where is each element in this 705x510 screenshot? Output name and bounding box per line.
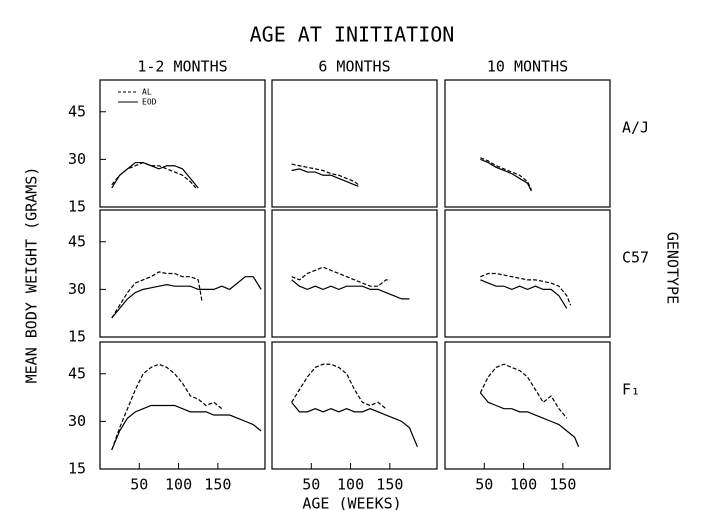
series-line (111, 363, 223, 451)
column-title: 10 MONTHS (487, 58, 568, 76)
series-line (479, 392, 580, 448)
series-line (480, 279, 568, 309)
right-axis-label: GENOTYPE (664, 232, 682, 304)
series-line (111, 276, 262, 319)
column-title: 1-2 MONTHS (137, 58, 227, 76)
series-line (291, 363, 387, 410)
panel-frame (444, 79, 611, 208)
series-line (111, 161, 199, 189)
x-tick-label: 100 (337, 476, 364, 494)
chart-title: AGE AT INITIATION (250, 23, 455, 47)
series-line (480, 272, 572, 306)
x-tick-label: 100 (165, 476, 192, 494)
series-line (291, 163, 359, 186)
panel-frame (444, 209, 611, 338)
series-line (111, 404, 262, 451)
x-tick-label: 150 (204, 476, 231, 494)
y-tick-label: 15 (68, 460, 86, 478)
series-line (291, 168, 359, 187)
panel-frame (99, 79, 266, 208)
x-tick-label: 50 (302, 476, 320, 494)
y-tick-label: 15 (68, 328, 86, 346)
y-tick-label: 45 (68, 364, 86, 382)
x-tick-label: 100 (510, 476, 537, 494)
x-tick-label: 50 (130, 476, 148, 494)
series-line (480, 157, 532, 190)
x-tick-label: 50 (475, 476, 493, 494)
y-tick-label: 30 (68, 412, 86, 430)
legend-label: AL (142, 88, 152, 97)
panel-frame (99, 341, 266, 470)
x-tick-label: 150 (549, 476, 576, 494)
panel-frame (271, 209, 438, 338)
x-tick-label: 150 (376, 476, 403, 494)
series-line (291, 279, 410, 300)
series-line (111, 271, 203, 319)
y-tick-label: 45 (68, 102, 86, 120)
legend-label: EOD (142, 98, 157, 107)
panel-frame (444, 341, 611, 470)
series-line (291, 266, 390, 287)
row-label: C57 (622, 249, 649, 267)
column-title: 6 MONTHS (318, 58, 390, 76)
y-tick-label: 15 (68, 198, 86, 216)
y-tick-label: 30 (68, 280, 86, 298)
series-line (480, 158, 532, 192)
x-axis-label: AGE (WEEKS) (302, 495, 401, 510)
panel-frame (99, 209, 266, 338)
row-label: A/J (622, 119, 649, 137)
panel-frame (271, 341, 438, 470)
y-tick-label: 45 (68, 232, 86, 250)
y-axis-label: MEAN BODY WEIGHT (GRAMS) (23, 167, 41, 384)
series-line (479, 363, 568, 419)
row-label: F₁ (622, 381, 640, 399)
series-line (291, 401, 418, 448)
panel-frame (271, 79, 438, 208)
y-tick-label: 30 (68, 150, 86, 168)
